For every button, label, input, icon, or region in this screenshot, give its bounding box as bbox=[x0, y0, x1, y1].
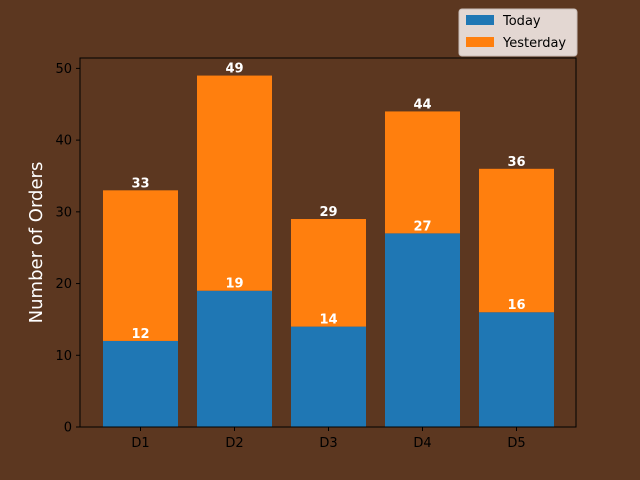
y-axis-title: Number of Orders bbox=[26, 162, 47, 324]
x-tick-label: D2 bbox=[225, 436, 243, 451]
y-tick-label: 40 bbox=[55, 134, 72, 149]
y-tick-label: 0 bbox=[64, 421, 72, 436]
legend-label-yesterday: Yesterday bbox=[502, 36, 566, 51]
data-label: 14 bbox=[319, 313, 337, 328]
y-tick-label: 30 bbox=[55, 205, 72, 220]
legend: Today Yesterday bbox=[458, 8, 578, 57]
legend-swatch-today bbox=[466, 15, 494, 25]
bars-group bbox=[103, 75, 554, 427]
y-tick-label: 10 bbox=[55, 349, 72, 364]
bar-yesterday-d4 bbox=[385, 111, 460, 234]
data-label: 16 bbox=[507, 298, 525, 313]
bar-today-d3 bbox=[291, 326, 366, 427]
x-tick-label: D4 bbox=[413, 436, 431, 451]
bar-today-d5 bbox=[479, 312, 554, 427]
data-label: 12 bbox=[131, 327, 149, 342]
data-label: 36 bbox=[507, 155, 525, 170]
data-label: 49 bbox=[225, 62, 243, 77]
data-label: 27 bbox=[413, 219, 431, 234]
bar-today-d1 bbox=[103, 340, 178, 427]
bar-yesterday-d2 bbox=[197, 75, 272, 291]
bar-yesterday-d3 bbox=[291, 219, 366, 327]
data-label: 44 bbox=[413, 97, 431, 112]
x-tick-label: D5 bbox=[507, 436, 525, 451]
x-axis: D1 D2 D3 D4 D5 bbox=[131, 427, 526, 451]
data-label: 33 bbox=[131, 176, 149, 191]
bar-yesterday-d5 bbox=[479, 168, 554, 313]
y-axis: 0 10 20 30 40 50 bbox=[55, 62, 80, 436]
y-tick-label: 50 bbox=[55, 62, 72, 77]
data-labels: 12 33 19 49 14 29 27 44 16 36 bbox=[131, 62, 525, 342]
bar-yesterday-d1 bbox=[103, 190, 178, 341]
x-tick-label: D1 bbox=[131, 436, 149, 451]
legend-swatch-yesterday bbox=[466, 37, 494, 47]
data-label: 29 bbox=[319, 205, 337, 220]
data-label: 19 bbox=[225, 277, 243, 292]
legend-label-today: Today bbox=[502, 14, 541, 29]
bar-today-d2 bbox=[197, 290, 272, 427]
bar-today-d4 bbox=[385, 233, 460, 427]
x-tick-label: D3 bbox=[319, 436, 337, 451]
y-tick-label: 20 bbox=[55, 277, 72, 292]
